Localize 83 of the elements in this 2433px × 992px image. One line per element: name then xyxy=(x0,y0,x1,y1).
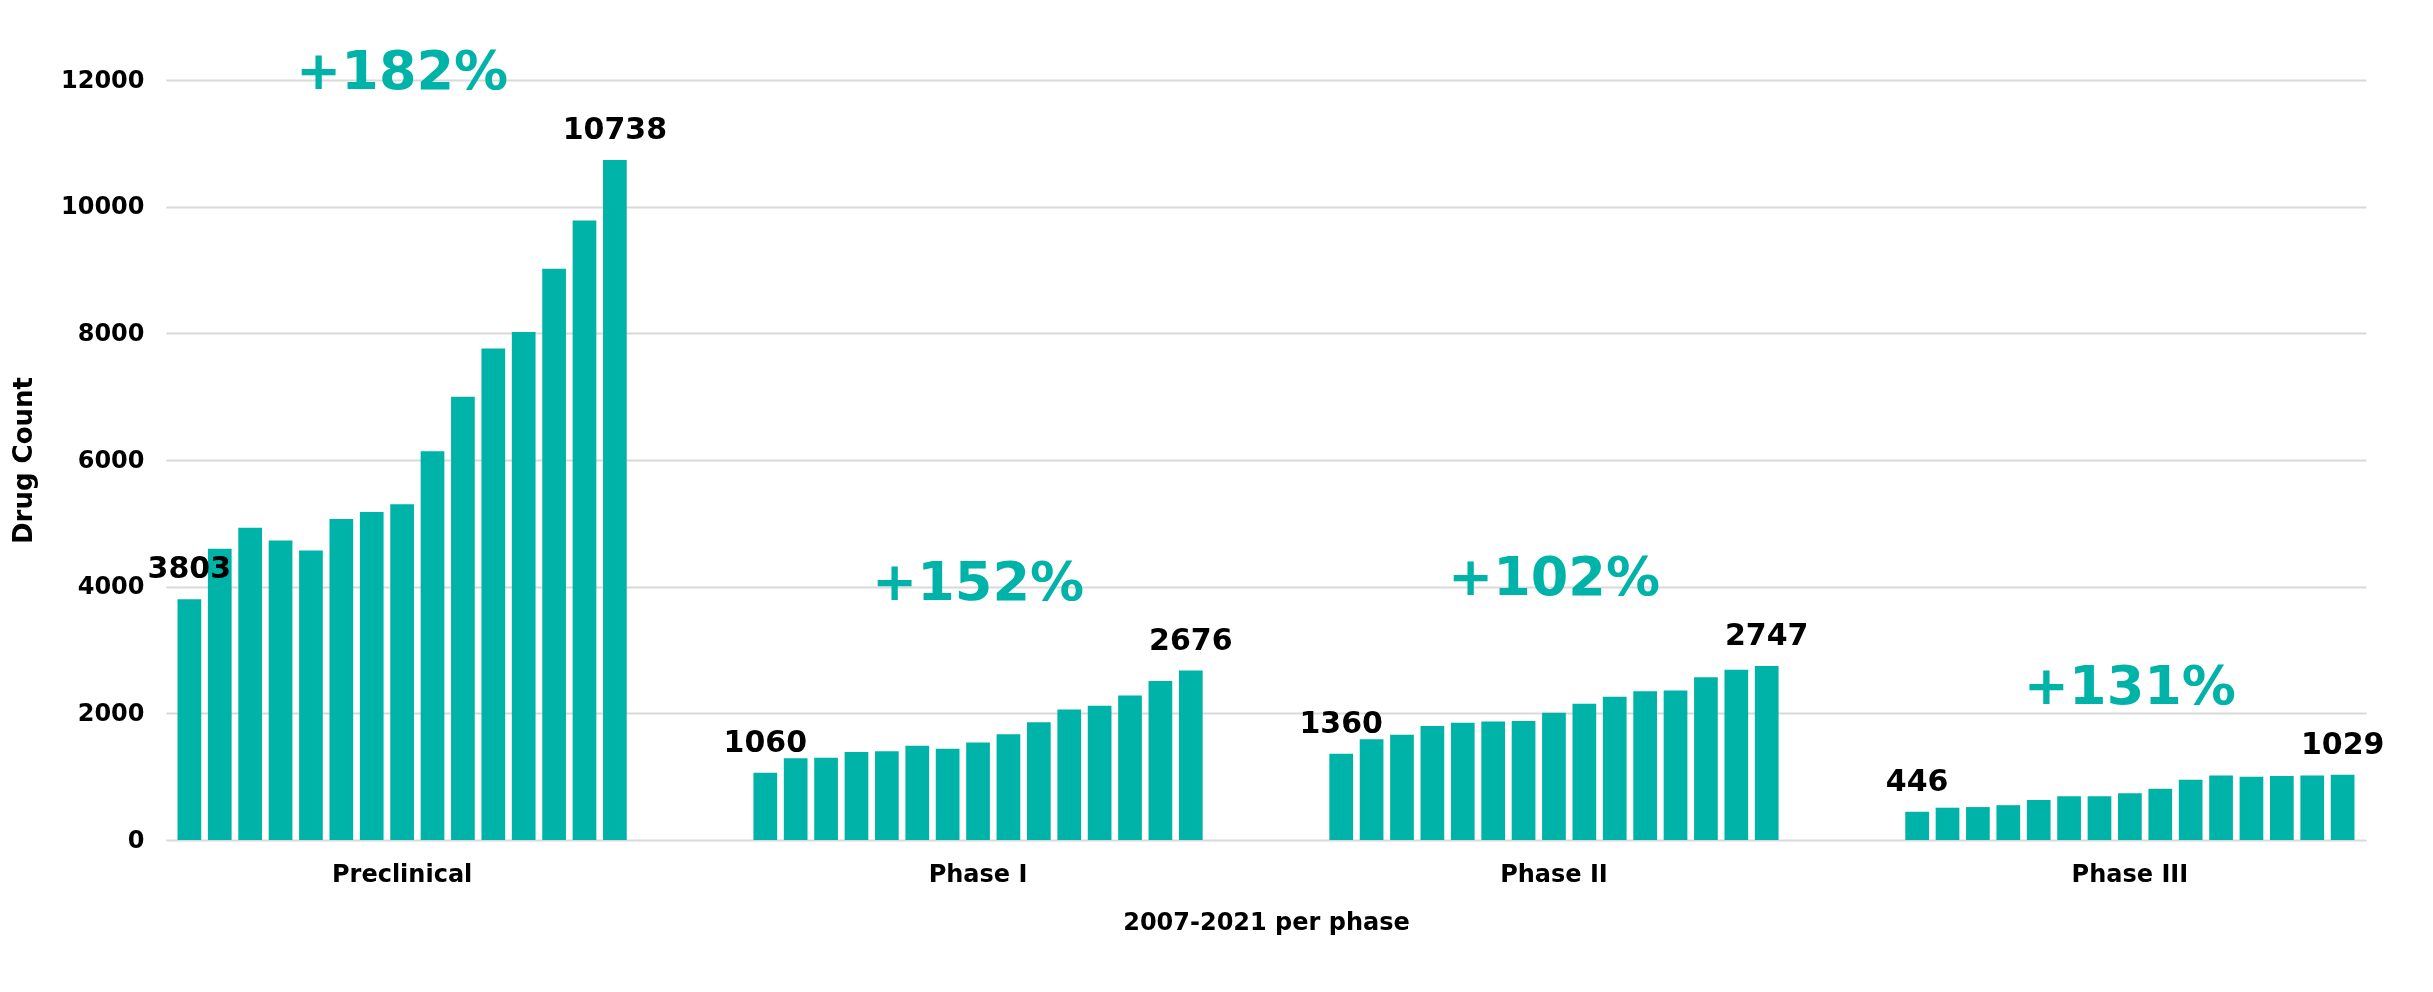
data-label: 10738 xyxy=(562,110,668,146)
bar xyxy=(451,396,475,840)
bar xyxy=(966,742,990,840)
y-tick-label: 0 xyxy=(127,825,145,854)
bar xyxy=(875,751,899,840)
bar xyxy=(1087,705,1112,840)
bar xyxy=(329,518,354,840)
y-axis-title: Drug Count xyxy=(8,377,38,544)
bar xyxy=(1663,690,1688,840)
bar xyxy=(1935,807,1960,840)
bar xyxy=(2330,774,2355,840)
y-tick-label: 4000 xyxy=(77,572,145,601)
bar xyxy=(1602,696,1627,840)
bar xyxy=(2178,779,2203,840)
data-label: 1360 xyxy=(1299,704,1383,740)
bar xyxy=(2057,796,2081,840)
bar xyxy=(2239,776,2264,840)
data-label: 2747 xyxy=(1724,617,1809,653)
bar xyxy=(1359,739,1384,840)
bar xyxy=(1511,720,1536,840)
bar xyxy=(603,159,627,840)
bar xyxy=(1572,703,1597,840)
bar xyxy=(481,348,506,840)
bar xyxy=(1450,722,1475,840)
annotation: +182% xyxy=(296,38,509,102)
x-tick-label: Phase III xyxy=(2071,859,2189,888)
bar xyxy=(1694,677,1718,840)
bar xyxy=(1420,726,1445,840)
annotation: +102% xyxy=(1447,545,1660,609)
bar xyxy=(2026,800,2051,840)
y-tick-label: 12000 xyxy=(61,65,145,94)
x-axis-title: 2007-2021 per phase xyxy=(1123,907,1410,936)
bar xyxy=(1481,721,1506,840)
x-tick-label: Phase I xyxy=(928,859,1028,888)
x-tick-label: Phase II xyxy=(1500,859,1608,888)
bar xyxy=(2209,775,2233,840)
bar xyxy=(2269,776,2294,840)
bar xyxy=(1633,691,1657,840)
bar xyxy=(1754,666,1779,840)
bar xyxy=(511,332,536,840)
bar xyxy=(359,511,384,840)
annotation: +152% xyxy=(872,549,1085,613)
data-label: 446 xyxy=(1885,762,1949,798)
bar xyxy=(1178,670,1203,840)
data-label: 1029 xyxy=(2300,725,2385,761)
bar xyxy=(1148,681,1173,840)
bar xyxy=(1057,709,1082,840)
bar xyxy=(905,745,930,840)
bar xyxy=(1996,805,2021,840)
x-tick-label: Preclinical xyxy=(331,859,473,888)
bar xyxy=(2118,793,2142,840)
bar xyxy=(1118,695,1142,840)
bar xyxy=(572,220,597,840)
bar xyxy=(1724,669,1749,840)
bar xyxy=(1542,712,1566,840)
annotation: +131% xyxy=(2023,653,2236,717)
y-tick-label: 6000 xyxy=(77,445,145,474)
bar xyxy=(2148,788,2173,840)
bar xyxy=(1905,811,1929,840)
bar xyxy=(996,734,1021,840)
bar xyxy=(1390,734,1414,840)
bar xyxy=(753,772,778,840)
bar xyxy=(420,451,445,840)
bar xyxy=(2300,775,2325,840)
bar xyxy=(299,550,323,840)
bar xyxy=(2087,796,2112,840)
bar xyxy=(935,748,960,840)
bar xyxy=(268,540,293,840)
bar xyxy=(814,757,838,840)
y-tick-label: 8000 xyxy=(77,318,145,347)
bar xyxy=(390,504,414,840)
bar xyxy=(1026,722,1051,840)
bar xyxy=(844,751,869,840)
y-tick-label: 2000 xyxy=(77,698,145,727)
bar xyxy=(1329,753,1354,840)
data-label: 1060 xyxy=(723,723,808,759)
bar xyxy=(542,268,566,840)
bar xyxy=(238,527,263,840)
bar xyxy=(1966,807,1990,840)
data-label: 2676 xyxy=(1149,621,1233,657)
bar xyxy=(177,599,202,840)
bar xyxy=(783,758,808,840)
y-tick-label: 10000 xyxy=(61,192,145,221)
